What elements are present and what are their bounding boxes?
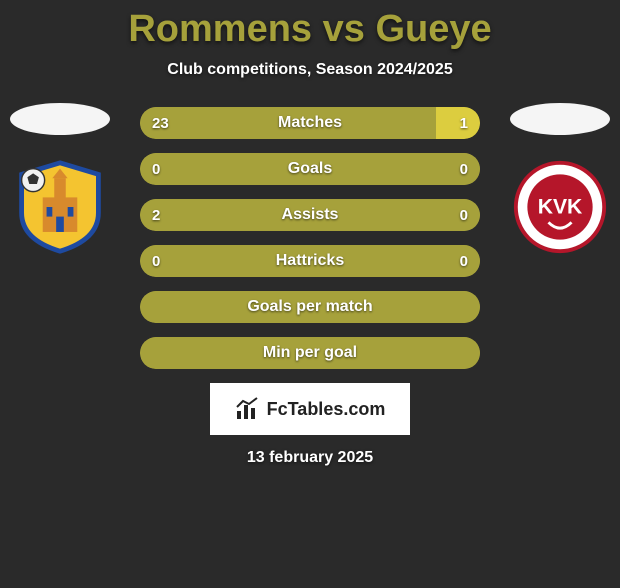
page-title: Rommens vs Gueye — [0, 8, 620, 51]
player-right-column: KVK — [510, 103, 610, 255]
stat-bars: Matches231Goals00Assists20Hattricks00Goa… — [140, 107, 480, 369]
comparison-content: KVK Matches231Goals00Assists20Hattricks0… — [0, 107, 620, 369]
stat-bar-left-value: 0 — [140, 153, 172, 185]
stat-bar-left-value: 2 — [140, 199, 172, 231]
subtitle: Club competitions, Season 2024/2025 — [0, 61, 620, 79]
player-left-column — [10, 103, 110, 255]
crest-left — [12, 159, 108, 255]
building-tower — [54, 178, 66, 199]
westerlo-crest-icon — [12, 159, 108, 255]
crest-right: KVK — [512, 159, 608, 255]
stat-bar-label: Matches — [140, 107, 480, 139]
stat-bar-label: Goals — [140, 153, 480, 185]
stat-bar-label: Assists — [140, 199, 480, 231]
stat-bar-label: Goals per match — [140, 291, 480, 323]
stat-bar-left-value: 23 — [140, 107, 181, 139]
stat-bar-left-value: 0 — [140, 245, 172, 277]
stat-bar-right-value: 0 — [448, 153, 480, 185]
kvk-text: KVK — [538, 196, 583, 219]
stat-bar-row: Matches23 1 — [140, 107, 480, 139]
player-left-avatar-placeholder — [10, 103, 110, 135]
door — [56, 217, 64, 232]
stat-bar-right-value: 0 — [448, 245, 480, 277]
stat-bar-label: Min per goal — [140, 337, 480, 369]
fctables-chart-icon — [235, 397, 261, 421]
stat-bar-label: Hattricks — [140, 245, 480, 277]
player-right-avatar-placeholder — [510, 103, 610, 135]
stat-bar-row: Goals per match — [140, 291, 480, 323]
stat-bar-right-value: 0 — [448, 199, 480, 231]
date-text: 13 february 2025 — [0, 449, 620, 467]
fctables-logo: FcTables.com — [210, 383, 410, 435]
stat-bar-right-value: 1 — [448, 107, 480, 139]
stat-bar-row: Goals0 0 — [140, 153, 480, 185]
stat-bar-row: Assists2 0 — [140, 199, 480, 231]
kortrijk-crest-icon: KVK — [512, 159, 608, 255]
stat-bar-row: Hattricks0 0 — [140, 245, 480, 277]
fctables-logo-text: FcTables.com — [267, 399, 386, 420]
window-1 — [47, 207, 53, 217]
stat-bar-row: Min per goal — [140, 337, 480, 369]
window-2 — [68, 207, 74, 217]
